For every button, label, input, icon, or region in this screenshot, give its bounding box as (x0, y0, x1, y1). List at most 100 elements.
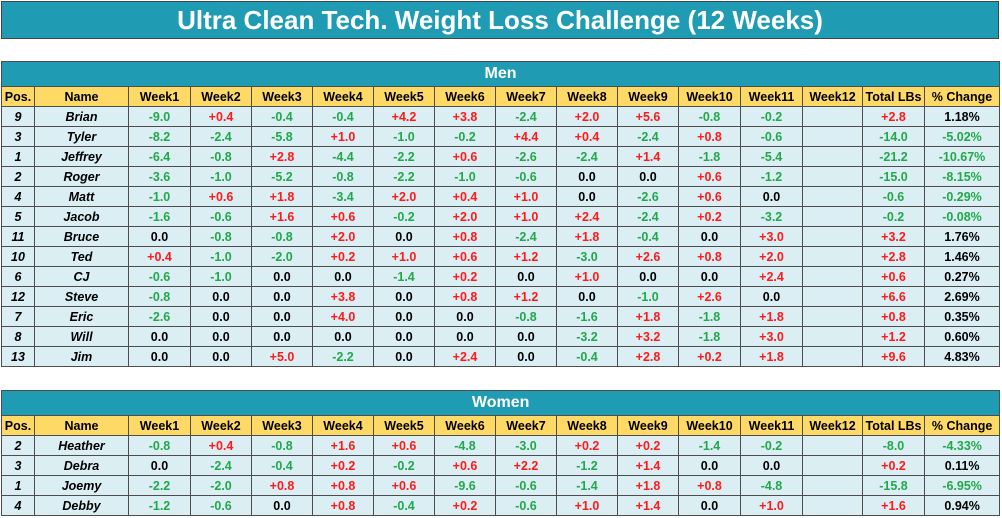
percent-cell: 1.18% (924, 106, 1000, 127)
column-header: Name (34, 86, 129, 107)
total-cell: -15.8 (862, 475, 925, 496)
week-cell: 0.0 (495, 266, 557, 287)
table-row: 13 Jim 0.0 0.0 +5.0 -2.2 0.0 +2.4 0.0 -0.4 +2.8 +0.… (1, 346, 1000, 367)
column-header: Week10 (678, 86, 741, 107)
name-cell: Debra (34, 455, 129, 476)
week-cell: -1.0 (190, 246, 252, 267)
week-cell: +1.0 (740, 495, 803, 516)
column-header: Week2 (190, 86, 252, 107)
week-cell: +4.4 (495, 126, 557, 147)
week-cell: +1.2 (495, 246, 557, 267)
week-cell: 0.0 (678, 455, 741, 476)
position-cell: 2 (1, 435, 35, 456)
column-header: Pos. (1, 86, 35, 107)
week-cell (802, 435, 863, 456)
column-header: Week3 (251, 86, 313, 107)
percent-cell: -10.67% (924, 146, 1000, 167)
week-cell: -0.6 (495, 166, 557, 187)
week-cell: 0.0 (373, 306, 435, 327)
week-cell: -0.4 (556, 346, 618, 367)
week-cell: -0.4 (312, 106, 374, 127)
total-cell: +0.8 (862, 306, 925, 327)
week-cell: -0.8 (678, 106, 741, 127)
week-cell: +0.2 (312, 455, 374, 476)
table-row: 1 Jeffrey -6.4 -0.8 +2.8 -4.4 -2.2 +0.6 -2.6 -2.4… (1, 146, 1000, 167)
week-cell: +1.8 (556, 226, 618, 247)
week-cell: 0.0 (251, 495, 313, 516)
position-cell: 3 (1, 455, 35, 476)
column-header: Week10 (678, 415, 741, 436)
week-cell: -2.2 (128, 475, 191, 496)
week-cell: 0.0 (678, 495, 741, 516)
column-header: % Change (923, 415, 1001, 436)
week-cell: -2.4 (617, 126, 679, 147)
week-cell: -1.8 (678, 146, 741, 167)
week-cell: -1.2 (740, 166, 803, 187)
week-cell: -1.0 (190, 266, 252, 287)
week-cell: +0.8 (251, 475, 313, 496)
position-cell: 1 (1, 475, 35, 496)
name-cell: Bruce (34, 226, 129, 247)
week-cell: +4.2 (373, 106, 435, 127)
week-cell: +3.0 (740, 326, 803, 347)
percent-cell: 4.83% (924, 346, 1000, 367)
week-cell: 0.0 (251, 286, 313, 307)
week-cell: +1.8 (617, 306, 679, 327)
position-cell: 13 (1, 346, 35, 367)
week-cell: +2.0 (373, 186, 435, 207)
week-cell: -0.2 (434, 126, 496, 147)
name-cell: Matt (34, 186, 129, 207)
week-cell: -2.0 (251, 246, 313, 267)
men-table: Men Pos. Name Week1 Week2 Week3 Week4 Week5 Week… (1, 61, 1000, 367)
week-cell: -1.6 (556, 306, 618, 327)
table-row: 3 Tyler -8.2 -2.4 -5.8 +1.0 -1.0 -0.2 +4.4 +0.4 -2… (1, 126, 1000, 147)
week-cell: +1.8 (617, 475, 679, 496)
week-cell (802, 286, 863, 307)
week-cell: -0.6 (495, 495, 557, 516)
week-cell: -0.8 (495, 306, 557, 327)
week-cell: +2.4 (556, 206, 618, 227)
name-cell: Ted (34, 246, 129, 267)
week-cell: +2.0 (556, 106, 618, 127)
week-cell: +2.4 (740, 266, 803, 287)
week-cell: 0.0 (617, 166, 679, 187)
week-cell: +2.0 (312, 226, 374, 247)
week-cell: 0.0 (434, 326, 496, 347)
week-cell: +1.0 (495, 186, 557, 207)
page-title: Ultra Clean Tech. Weight Loss Challenge … (1, 1, 999, 39)
week-cell: 0.0 (740, 186, 803, 207)
name-cell: Jeffrey (34, 146, 129, 167)
week-cell: +0.6 (312, 206, 374, 227)
percent-cell: 0.94% (923, 495, 1001, 516)
week-cell: 0.0 (190, 346, 252, 367)
week-cell: 0.0 (617, 266, 679, 287)
week-cell: +0.4 (190, 106, 252, 127)
table-row: 6 CJ -0.6 -1.0 0.0 0.0 -1.4 +0.2 0.0 +1.0 0.0 0.0 +2… (1, 266, 1000, 287)
percent-cell: 0.27% (924, 266, 1000, 287)
week-cell: 0.0 (740, 455, 803, 476)
week-cell (802, 326, 863, 347)
percent-cell: 1.46% (924, 246, 1000, 267)
women-table: Women Pos. Name Week1 Week2 Week3 Week4 Week5 We… (0, 390, 1001, 516)
week-cell: +1.8 (251, 186, 313, 207)
week-cell: -2.6 (128, 306, 191, 327)
week-cell: 0.0 (312, 326, 374, 347)
percent-cell: 2.69% (924, 286, 1000, 307)
position-cell: 6 (1, 266, 35, 287)
name-cell: Eric (34, 306, 129, 327)
week-cell: +0.2 (434, 495, 496, 516)
position-cell: 8 (1, 326, 35, 347)
column-header: Week4 (312, 86, 374, 107)
percent-cell: 0.35% (924, 306, 1000, 327)
table-row: 4 Debby -1.2 -0.6 0.0 +0.8 -0.4 +0.2 -0.6 +1.0 +1.… (1, 495, 1001, 516)
week-cell: -0.8 (128, 286, 191, 307)
total-cell: +1.6 (862, 495, 925, 516)
week-cell (802, 495, 863, 516)
percent-cell: -5.02% (924, 126, 1000, 147)
week-cell: +0.6 (373, 475, 435, 496)
week-cell: -0.2 (740, 435, 803, 456)
week-cell: +1.6 (312, 435, 374, 456)
week-cell: +0.8 (312, 475, 374, 496)
column-header: Week1 (128, 415, 191, 436)
week-cell: -1.2 (128, 495, 191, 516)
